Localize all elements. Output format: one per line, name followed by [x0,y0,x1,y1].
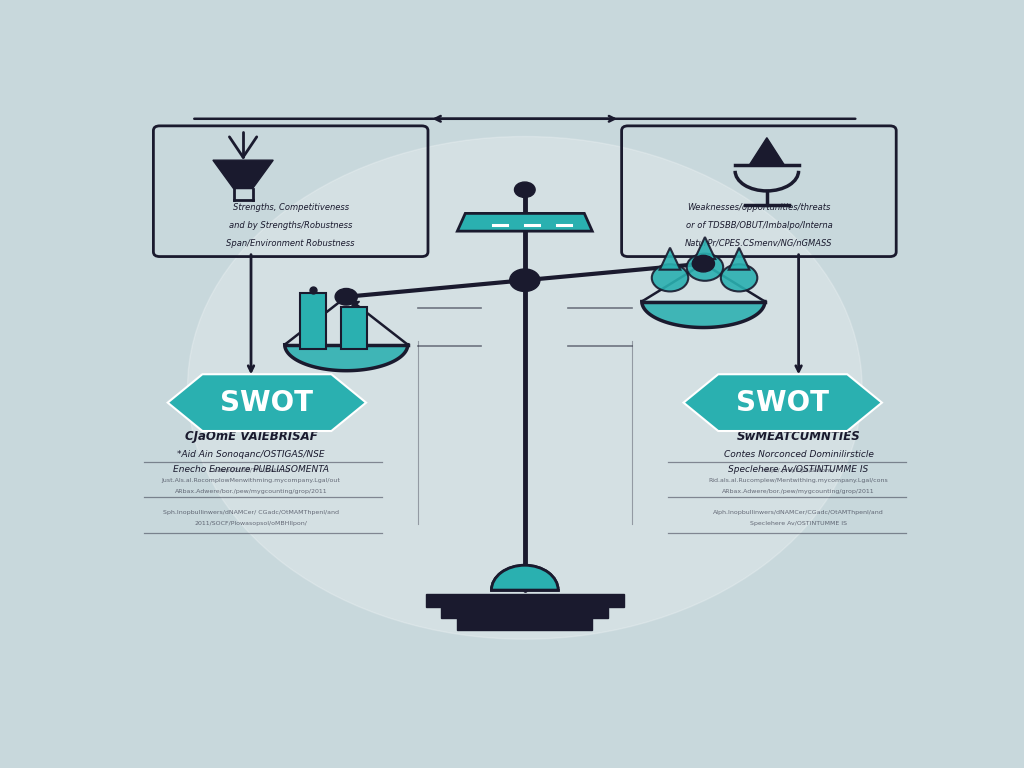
Text: *Aid Ain Sonoqanc/OSTIGAS/NSE: *Aid Ain Sonoqanc/OSTIGAS/NSE [177,450,325,459]
Text: Sph.Inopbullinwers/dNAMCer/ CGadc/OtMAMThpenl/and: Sph.Inopbullinwers/dNAMCer/ CGadc/OtMAMT… [163,510,339,515]
Circle shape [692,256,715,272]
Text: 2011/SOCF/Plowasopsol/oMBHllpon/: 2011/SOCF/Plowasopsol/oMBHllpon/ [195,521,307,526]
Circle shape [721,264,758,291]
Circle shape [514,182,536,197]
Text: SWOT: SWOT [220,389,313,416]
Circle shape [335,289,357,305]
Circle shape [510,269,540,291]
Polygon shape [458,214,592,231]
Text: Contes Norconced Dominilirsticle: Contes Norconced Dominilirsticle [724,450,873,459]
Circle shape [687,253,723,281]
Text: Alph.Inopbullinwers/dNAMCer/CGadc/OtAMThpenl/and: Alph.Inopbullinwers/dNAMCer/CGadc/OtAMTh… [714,510,884,515]
Polygon shape [729,248,750,270]
Polygon shape [168,374,367,431]
Wedge shape [492,565,558,590]
Bar [458,617,592,631]
Text: or of TDSBB/OBUT/Imbalpo/Interna: or of TDSBB/OBUT/Imbalpo/Interna [685,221,833,230]
Polygon shape [213,161,273,189]
Polygon shape [684,374,882,431]
Polygon shape [694,237,715,259]
Bar [426,594,624,607]
Bar [441,605,608,618]
Text: Rid.als.al.Rucomplew/Mentwithing.mycompany.Lgal/cons: Rid.als.al.Rucomplew/Mentwithing.mycompa… [709,478,889,483]
Text: Weaknesses/opportunities/threats: Weaknesses/opportunities/threats [687,204,830,212]
Text: Speclehere Av/OSTINTUMME IS: Speclehere Av/OSTINTUMME IS [728,465,868,475]
Text: NaturPr/CPES.CSmenv/NG/nGMASS: NaturPr/CPES.CSmenv/NG/nGMASS [685,239,833,248]
Text: Just.Als.al.RocomplowMenwithming.mycompany.Lgal/out: Just.Als.al.RocomplowMenwithming.mycompa… [162,478,340,483]
Bar [341,307,367,349]
Text: CJaOmE VAlEBRISAF: CJaOmE VAlEBRISAF [184,430,317,443]
Text: and by Strengths/Robustness: and by Strengths/Robustness [229,221,352,230]
Polygon shape [285,345,408,371]
Text: SWOT: SWOT [736,389,829,416]
Text: Strengths, Competitiveness: Strengths, Competitiveness [232,204,349,212]
Text: nAlpr/.presElpa/Satons/: nAlpr/.presElpa/Satons/ [762,468,836,472]
Text: SwMEATCUMNTIES: SwMEATCUMNTIES [736,430,860,443]
Text: ARbax.Adwere/bor./pew/mygcounting/grop/2011: ARbax.Adwere/bor./pew/mygcounting/grop/2… [722,489,874,494]
Text: Speclehere Av/OSTINTUMME IS: Speclehere Av/OSTINTUMME IS [751,521,847,526]
Text: Enecho Eneroure PUBLIASOMENTA: Enecho Eneroure PUBLIASOMENTA [173,465,329,475]
Polygon shape [659,248,680,270]
Text: ARbax.Adwere/bor./pew/mygcounting/grop/2011: ARbax.Adwere/bor./pew/mygcounting/grop/2… [175,489,328,494]
Polygon shape [750,137,784,165]
Text: indept/2010/THL/Satons/: indept/2010/THL/Satons/ [212,468,290,472]
Circle shape [651,264,688,291]
Polygon shape [642,302,765,327]
Bar [300,293,326,349]
Text: Span/Environment Robustness: Span/Environment Robustness [226,239,355,248]
Ellipse shape [187,137,862,639]
